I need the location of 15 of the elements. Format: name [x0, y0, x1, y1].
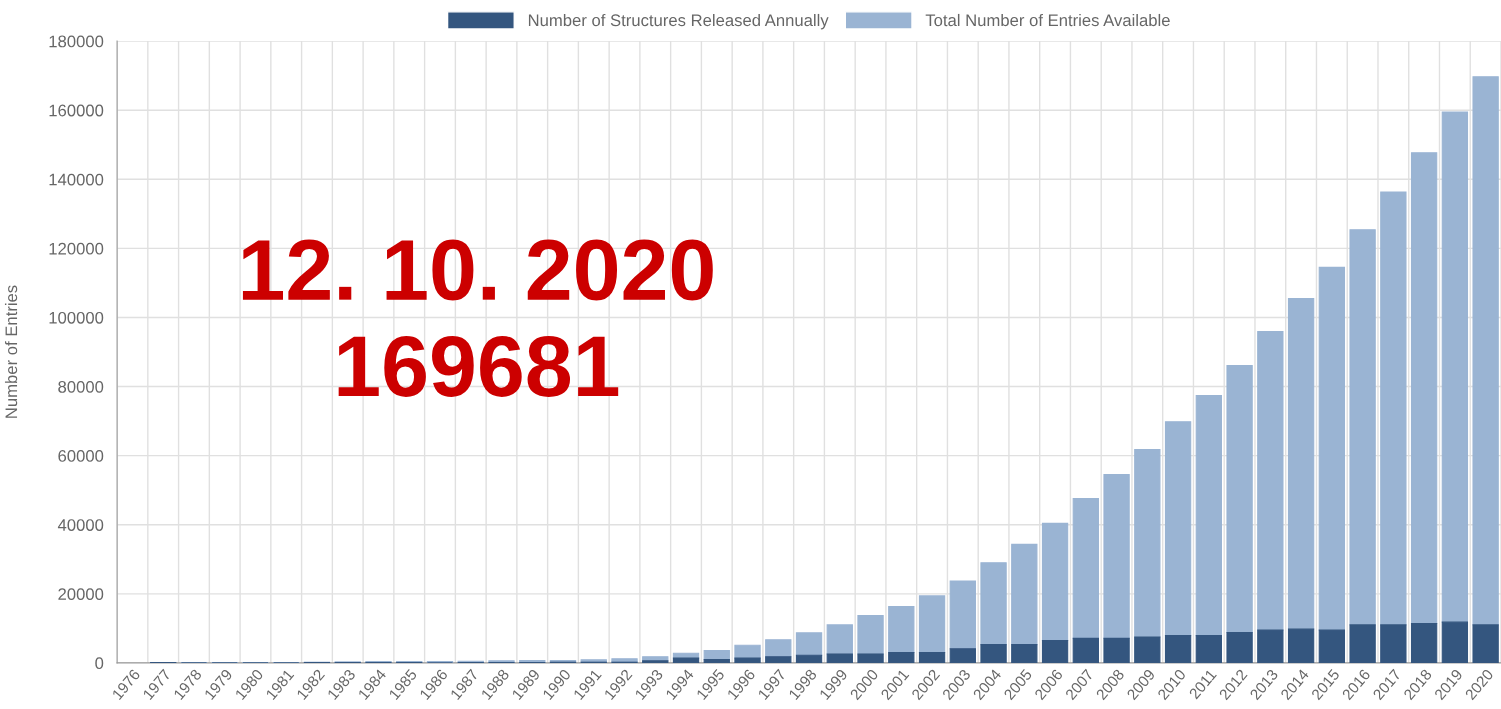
y-tick-label: 140000: [49, 173, 104, 186]
annotation: 12. 10. 2020: [242, 239, 713, 301]
y-tick-label: 120000: [49, 242, 104, 255]
y-axis-title: Number of Entries: [4, 285, 18, 418]
y-tick-label: 80000: [58, 380, 104, 393]
legend-label: Total Number of Entries Available: [925, 13, 1170, 27]
y-tick-label: 40000: [57, 519, 104, 531]
annotation: 169681: [338, 335, 619, 397]
y-tick-label: 20000: [58, 588, 104, 601]
y-tick-label: 100000: [49, 311, 104, 324]
y-tick-label: 180000: [49, 35, 104, 48]
y-tick-label: 60000: [58, 450, 104, 462]
y-tick-label: 0: [95, 657, 104, 670]
legend-label: Number of Structures Released Annually: [528, 13, 829, 30]
y-tick-label: 160000: [49, 104, 104, 117]
